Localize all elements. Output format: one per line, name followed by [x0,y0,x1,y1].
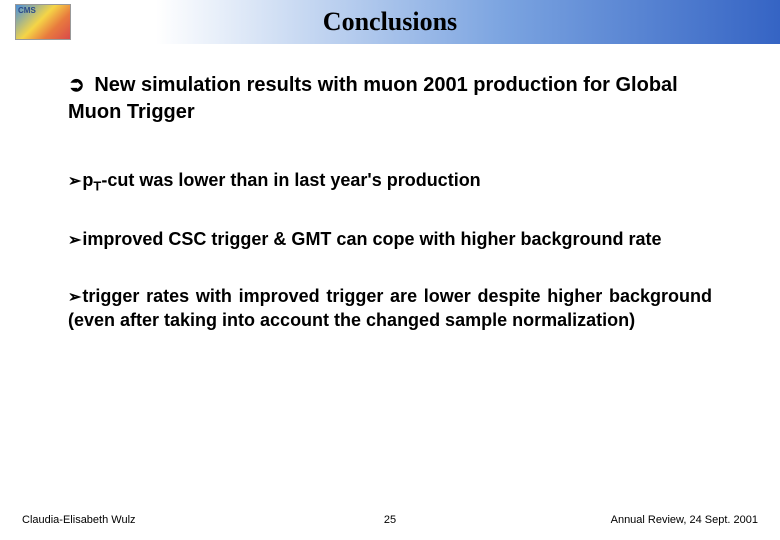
chevron-icon: ➢ [68,289,81,306]
sub-bullet-2: ➢trigger rates with improved trigger are… [68,284,712,333]
cms-logo-icon [15,4,71,40]
slide-content: ➲ New simulation results with muon 2001 … [0,44,780,333]
title-bar: Conclusions [0,0,780,44]
sub-bullet-0: ➢pT-cut was lower than in last year's pr… [68,168,712,195]
arrow-right-icon: ➲ [68,74,85,96]
slide-title: Conclusions [323,7,457,37]
sub-bullet-text: trigger rates with improved trigger are … [68,286,712,331]
sub-bullet-text-pre: p [82,170,93,190]
main-bullet: ➲ New simulation results with muon 2001 … [68,72,712,126]
chevron-icon: ➢ [68,173,81,190]
main-bullet-text: New simulation results with muon 2001 pr… [68,74,678,123]
slide-footer: Claudia-Elisabeth Wulz 25 Annual Review,… [0,514,780,526]
chevron-icon: ➢ [68,232,81,249]
footer-date: Annual Review, 24 Sept. 2001 [611,514,758,526]
sub-bullet-text-post: -cut was lower than in last year's produ… [101,170,480,190]
sub-bullet-text: improved CSC trigger & GMT can cope with… [82,229,661,249]
sub-bullet-1: ➢improved CSC trigger & GMT can cope wit… [68,227,712,252]
footer-author: Claudia-Elisabeth Wulz [22,514,136,526]
footer-page-number: 25 [384,514,396,526]
